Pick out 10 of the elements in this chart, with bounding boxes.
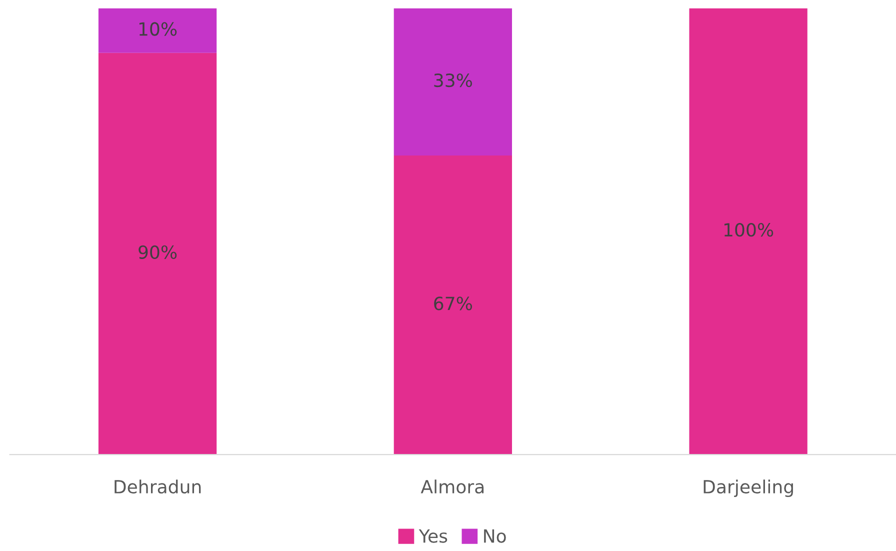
x-tick-label: Darjeeling <box>704 480 793 498</box>
data-label: 90% <box>138 245 177 259</box>
data-label: 67% <box>434 296 472 310</box>
data-label: 10% <box>139 22 177 36</box>
legend-label: Yes <box>418 529 448 543</box>
x-tick-label: Almora <box>420 480 484 494</box>
data-label: 100% <box>724 223 774 237</box>
legend-label: No <box>484 529 506 543</box>
data-label: 33% <box>434 73 472 88</box>
x-tick-label: Dehradun <box>114 480 201 494</box>
